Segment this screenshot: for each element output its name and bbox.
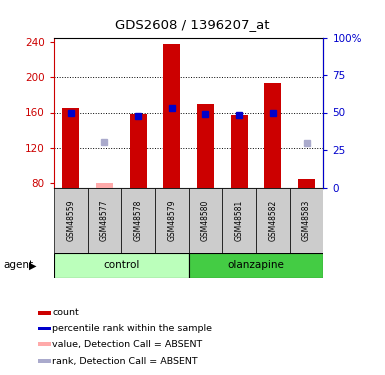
- Bar: [189, 188, 223, 253]
- Bar: [197, 104, 214, 188]
- Bar: [38, 311, 50, 315]
- Bar: [155, 188, 189, 253]
- Text: GSM48577: GSM48577: [100, 200, 109, 241]
- Bar: [54, 188, 88, 253]
- Bar: [54, 253, 189, 278]
- Bar: [38, 327, 50, 330]
- Bar: [96, 183, 113, 188]
- Text: agent: agent: [4, 260, 34, 270]
- Text: rank, Detection Call = ABSENT: rank, Detection Call = ABSENT: [52, 357, 198, 366]
- Text: percentile rank within the sample: percentile rank within the sample: [52, 324, 213, 333]
- Text: GSM48583: GSM48583: [302, 200, 311, 241]
- Text: GSM48582: GSM48582: [268, 200, 277, 241]
- Bar: [223, 188, 256, 253]
- Text: GSM48559: GSM48559: [66, 200, 75, 241]
- Bar: [163, 44, 180, 188]
- Bar: [62, 108, 79, 188]
- Text: control: control: [103, 260, 139, 270]
- Bar: [130, 114, 147, 188]
- Bar: [290, 188, 323, 253]
- Bar: [38, 342, 50, 346]
- Text: value, Detection Call = ABSENT: value, Detection Call = ABSENT: [52, 340, 203, 349]
- Text: GSM48578: GSM48578: [134, 200, 142, 241]
- Text: olanzapine: olanzapine: [228, 260, 285, 270]
- Text: count: count: [52, 308, 79, 317]
- Text: GSM48581: GSM48581: [235, 200, 244, 241]
- Text: GSM48579: GSM48579: [167, 200, 176, 241]
- Text: GSM48580: GSM48580: [201, 200, 210, 241]
- Bar: [189, 253, 323, 278]
- Bar: [231, 115, 248, 188]
- Bar: [256, 188, 290, 253]
- Bar: [121, 188, 155, 253]
- Bar: [264, 82, 281, 188]
- Text: GDS2608 / 1396207_at: GDS2608 / 1396207_at: [115, 18, 270, 31]
- Bar: [38, 359, 50, 363]
- Bar: [298, 178, 315, 188]
- Text: ▶: ▶: [29, 260, 36, 270]
- Bar: [88, 188, 121, 253]
